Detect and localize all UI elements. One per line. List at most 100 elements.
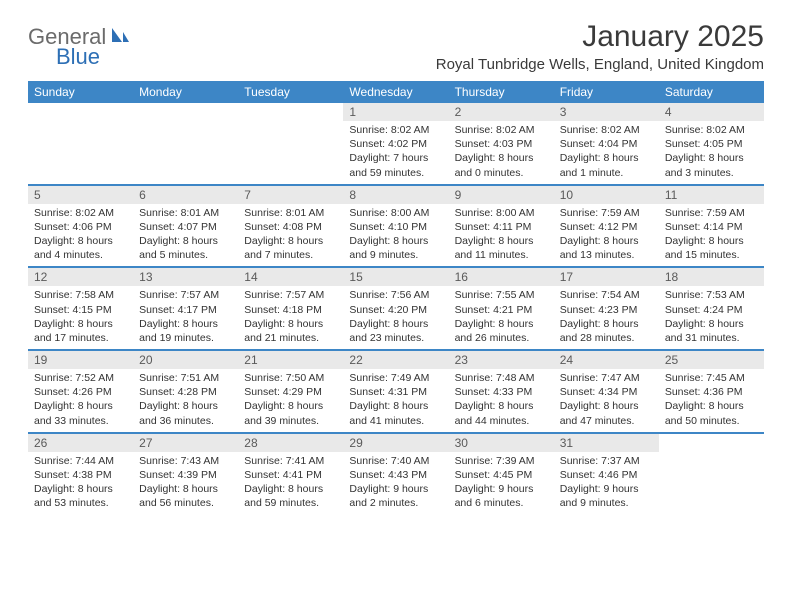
- day-cell: 19 Sunrise: 7:52 AMSunset: 4:26 PMDayligh…: [28, 351, 133, 432]
- day-cell: 4Sunrise: 8:02 AMSunset: 4:05 PMDaylight…: [659, 103, 764, 184]
- day-body: Sunrise: 7:58 AMSunset: 4:15 PMDaylight:…: [28, 288, 133, 349]
- day-number: 15: [343, 268, 448, 286]
- daylight-text: Daylight: 8 hours and 3 minutes.: [665, 151, 758, 179]
- daylight-text: Daylight: 8 hours and 11 minutes.: [455, 234, 548, 262]
- daylight-text: Daylight: 9 hours and 9 minutes.: [560, 482, 653, 510]
- day-number: 17: [554, 268, 659, 286]
- sunset-text: Sunset: 4:31 PM: [349, 385, 442, 399]
- sunset-text: Sunset: 4:33 PM: [455, 385, 548, 399]
- day-body: Sunrise: 7:40 AMSunset: 4:43 PMDaylight:…: [343, 454, 448, 515]
- day-number: 19: [28, 351, 133, 369]
- day-number: 2: [449, 103, 554, 121]
- day-number: 14: [238, 268, 343, 286]
- sunset-text: Sunset: 4:04 PM: [560, 137, 653, 151]
- day-number: 20: [133, 351, 238, 369]
- day-body: Sunrise: 7:44 AMSunset: 4:38 PMDaylight:…: [28, 454, 133, 515]
- day-cell: 10Sunrise: 7:59 AMSunset: 4:12 PMDayligh…: [554, 186, 659, 267]
- day-body: Sunrise: 7:52 AMSunset: 4:26 PMDaylight:…: [28, 371, 133, 432]
- sunrise-text: Sunrise: 8:02 AM: [349, 123, 442, 137]
- day-number: 24: [554, 351, 659, 369]
- day-body: Sunrise: 7:37 AMSunset: 4:46 PMDaylight:…: [554, 454, 659, 515]
- day-cell: [659, 434, 764, 515]
- day-number: 21: [238, 351, 343, 369]
- daylight-text: Daylight: 8 hours and 33 minutes.: [34, 399, 127, 427]
- header: General Blue January 2025 Royal Tunbridg…: [28, 20, 764, 73]
- day-body: Sunrise: 7:47 AMSunset: 4:34 PMDaylight:…: [554, 371, 659, 432]
- daylight-text: Daylight: 8 hours and 56 minutes.: [139, 482, 232, 510]
- sunrise-text: Sunrise: 8:02 AM: [560, 123, 653, 137]
- sunrise-text: Sunrise: 7:57 AM: [139, 288, 232, 302]
- day-header: Tuesday: [238, 81, 343, 103]
- day-number: 7: [238, 186, 343, 204]
- sunset-text: Sunset: 4:46 PM: [560, 468, 653, 482]
- sunrise-text: Sunrise: 7:54 AM: [560, 288, 653, 302]
- day-body: Sunrise: 7:59 AMSunset: 4:12 PMDaylight:…: [554, 206, 659, 267]
- day-header: Sunday: [28, 81, 133, 103]
- daylight-text: Daylight: 8 hours and 4 minutes.: [34, 234, 127, 262]
- daylight-text: Daylight: 8 hours and 26 minutes.: [455, 317, 548, 345]
- day-number: 5: [28, 186, 133, 204]
- day-cell: 3Sunrise: 8:02 AMSunset: 4:04 PMDaylight…: [554, 103, 659, 184]
- day-body: Sunrise: 8:02 AMSunset: 4:05 PMDaylight:…: [659, 123, 764, 184]
- day-body: Sunrise: 8:00 AMSunset: 4:10 PMDaylight:…: [343, 206, 448, 267]
- day-number: 8: [343, 186, 448, 204]
- daylight-text: Daylight: 8 hours and 53 minutes.: [34, 482, 127, 510]
- sunrise-text: Sunrise: 7:50 AM: [244, 371, 337, 385]
- day-body: Sunrise: 7:49 AMSunset: 4:31 PMDaylight:…: [343, 371, 448, 432]
- sunrise-text: Sunrise: 7:56 AM: [349, 288, 442, 302]
- week-row: 19 Sunrise: 7:52 AMSunset: 4:26 PMDayligh…: [28, 351, 764, 434]
- sunset-text: Sunset: 4:10 PM: [349, 220, 442, 234]
- day-cell: 1 Sunrise: 8:02 AMSunset: 4:02 PMDaylight…: [343, 103, 448, 184]
- day-cell: 29Sunrise: 7:40 AMSunset: 4:43 PMDayligh…: [343, 434, 448, 515]
- daylight-text: Daylight: 8 hours and 39 minutes.: [244, 399, 337, 427]
- day-body: Sunrise: 8:02 AMSunset: 4:02 PMDaylight:…: [343, 123, 448, 184]
- sunrise-text: Sunrise: 8:01 AM: [244, 206, 337, 220]
- sunset-text: Sunset: 4:43 PM: [349, 468, 442, 482]
- daylight-text: Daylight: 8 hours and 36 minutes.: [139, 399, 232, 427]
- daylight-text: Daylight: 8 hours and 9 minutes.: [349, 234, 442, 262]
- sunset-text: Sunset: 4:08 PM: [244, 220, 337, 234]
- day-number: 1: [343, 103, 448, 121]
- day-number: 25: [659, 351, 764, 369]
- day-body: Sunrise: 7:59 AMSunset: 4:14 PMDaylight:…: [659, 206, 764, 267]
- sunset-text: Sunset: 4:26 PM: [34, 385, 127, 399]
- sunset-text: Sunset: 4:29 PM: [244, 385, 337, 399]
- day-body: Sunrise: 7:43 AMSunset: 4:39 PMDaylight:…: [133, 454, 238, 515]
- calendar: SundayMondayTuesdayWednesdayThursdayFrid…: [28, 81, 764, 514]
- day-cell: 28Sunrise: 7:41 AMSunset: 4:41 PMDayligh…: [238, 434, 343, 515]
- day-cell: 13Sunrise: 7:57 AMSunset: 4:17 PMDayligh…: [133, 268, 238, 349]
- sunrise-text: Sunrise: 7:58 AM: [34, 288, 127, 302]
- daylight-text: Daylight: 8 hours and 7 minutes.: [244, 234, 337, 262]
- day-body: Sunrise: 8:02 AMSunset: 4:04 PMDaylight:…: [554, 123, 659, 184]
- day-number: 18: [659, 268, 764, 286]
- day-number: 28: [238, 434, 343, 452]
- day-cell: 24 Sunrise: 7:47 AMSunset: 4:34 PMDayligh…: [554, 351, 659, 432]
- daylight-text: Daylight: 8 hours and 5 minutes.: [139, 234, 232, 262]
- sunrise-text: Sunrise: 8:02 AM: [34, 206, 127, 220]
- sunrise-text: Sunrise: 8:02 AM: [665, 123, 758, 137]
- day-header: Thursday: [449, 81, 554, 103]
- sunrise-text: Sunrise: 7:37 AM: [560, 454, 653, 468]
- daylight-text: Daylight: 8 hours and 59 minutes.: [244, 482, 337, 510]
- day-cell: 12Sunrise: 7:58 AMSunset: 4:15 PMDayligh…: [28, 268, 133, 349]
- day-cell: 15Sunrise: 7:56 AMSunset: 4:20 PMDayligh…: [343, 268, 448, 349]
- day-cell: 5 Sunrise: 8:02 AMSunset: 4:06 PMDaylight…: [28, 186, 133, 267]
- sunset-text: Sunset: 4:06 PM: [34, 220, 127, 234]
- sunset-text: Sunset: 4:02 PM: [349, 137, 442, 151]
- sunrise-text: Sunrise: 8:01 AM: [139, 206, 232, 220]
- sunset-text: Sunset: 4:23 PM: [560, 303, 653, 317]
- sunset-text: Sunset: 4:05 PM: [665, 137, 758, 151]
- day-cell: 7 Sunrise: 8:01 AMSunset: 4:08 PMDaylight…: [238, 186, 343, 267]
- daylight-text: Daylight: 8 hours and 19 minutes.: [139, 317, 232, 345]
- month-title: January 2025: [436, 20, 764, 54]
- week-row: 1Sunrise: 8:02 AMSunset: 4:02 PMDaylight…: [28, 103, 764, 186]
- day-cell: [238, 103, 343, 184]
- day-number: 30: [449, 434, 554, 452]
- daylight-text: Daylight: 8 hours and 1 minute.: [560, 151, 653, 179]
- sunrise-text: Sunrise: 7:55 AM: [455, 288, 548, 302]
- day-cell: 23Sunrise: 7:48 AMSunset: 4:33 PMDayligh…: [449, 351, 554, 432]
- daylight-text: Daylight: 8 hours and 44 minutes.: [455, 399, 548, 427]
- day-cell: 8 Sunrise: 8:00 AMSunset: 4:10 PMDaylight…: [343, 186, 448, 267]
- day-cell: 30Sunrise: 7:39 AMSunset: 4:45 PMDayligh…: [449, 434, 554, 515]
- daylight-text: Daylight: 8 hours and 21 minutes.: [244, 317, 337, 345]
